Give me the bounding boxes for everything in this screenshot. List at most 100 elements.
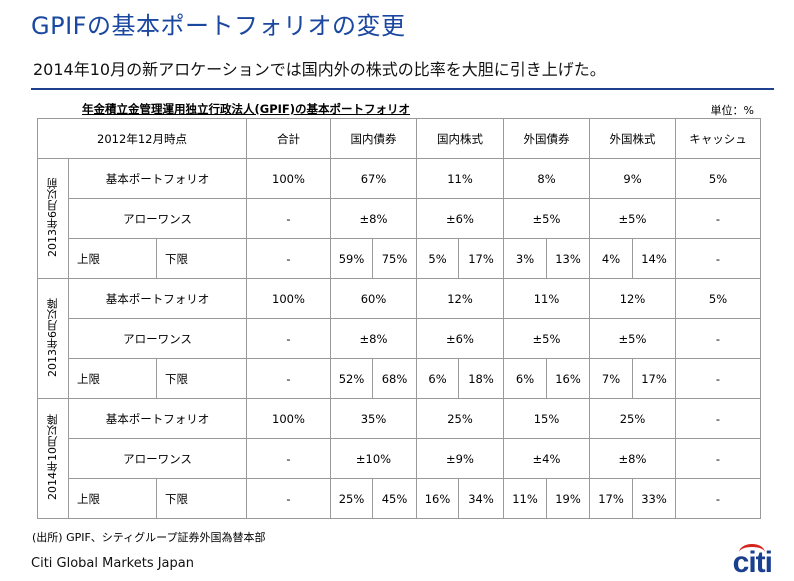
cell-for_bond: 15%	[503, 398, 590, 439]
cell-for_equity: 12%	[589, 278, 676, 319]
row-label-base: 基本ポートフォリオ	[68, 398, 247, 439]
table-row: アローワンス - ±8% ±6% ±5% ±5% -	[38, 198, 761, 239]
header-total: 合計	[246, 118, 331, 159]
cell-for_bond-high: 19%	[546, 478, 590, 519]
table-row: 2013年6月以前 基本ポートフォリオ 100% 67% 11% 8% 9% 5%	[37, 158, 761, 279]
period-label: 2014年10月以降	[46, 414, 59, 500]
cell-dom_bond: ±10%	[330, 438, 417, 479]
cell-total: -	[246, 198, 331, 239]
table-title: 年金積立金管理運用独立行政法人(GPIF)の基本ポートフォリオ	[82, 102, 411, 116]
cell-for_equity: ±8%	[589, 438, 676, 479]
cell-for_bond: 8%	[503, 158, 590, 199]
cell-dom_bond-high: 45%	[372, 478, 417, 519]
cell-for_bond-low: 6%	[503, 358, 547, 399]
header-domestic-equities: 国内株式	[416, 118, 504, 159]
cell-for_equity: 9%	[589, 158, 676, 199]
cell-dom_equity-high: 34%	[458, 478, 504, 519]
cell-for_bond-high: 16%	[546, 358, 590, 399]
cell-dom_bond: 35%	[330, 398, 417, 439]
cell-for_bond-low: 11%	[503, 478, 547, 519]
period-label-cell: 2013年6月以降	[37, 278, 69, 399]
unit-label: 単位：%	[710, 104, 754, 117]
cell-dom_equity: 11%	[416, 158, 504, 199]
header-domestic-bonds: 国内債券	[330, 118, 417, 159]
cell-for_equity-high: 33%	[632, 478, 676, 519]
cell-dom_equity: ±6%	[416, 318, 504, 359]
cell-cash: -	[675, 318, 761, 359]
row-label-lower: 下限	[156, 358, 247, 399]
row-label-upper: 上限	[68, 238, 157, 279]
header-foreign-bonds: 外国債券	[503, 118, 590, 159]
cell-dom_equity: ±6%	[416, 198, 504, 239]
cell-for_bond: 11%	[503, 278, 590, 319]
cell-cash: -	[675, 238, 761, 279]
period-label-cell: 2013年6月以前	[37, 158, 69, 279]
table-row: アローワンス - ±8% ±6% ±5% ±5% -	[38, 318, 761, 359]
table-row: 上限 下限 -52% 68% 6% 18% 6% 16% 7% 17% -	[38, 358, 761, 399]
table-body: 2013年6月以前 基本ポートフォリオ 100% 67% 11% 8% 9% 5% アローワンス…	[37, 158, 761, 519]
cell-cash: 5%	[675, 158, 761, 199]
cell-for_equity-high: 17%	[632, 358, 676, 399]
cell-for_bond: ±4%	[503, 438, 590, 479]
cell-dom_equity-low: 6%	[416, 358, 459, 399]
cell-for_bond-high: 13%	[546, 238, 590, 279]
cell-dom_bond: ±8%	[330, 198, 417, 239]
table-row: アローワンス - ±10% ±9% ±4% ±8% -	[38, 438, 761, 479]
page-subtitle: 2014年10月の新アロケーションでは国内外の株式の比率を大胆に引き上げた。	[33, 60, 606, 79]
cell-dom_equity: ±9%	[416, 438, 504, 479]
row-label-base: 基本ポートフォリオ	[68, 158, 247, 199]
cell-cash: -	[675, 358, 761, 399]
table-row: 2014年10月以降 基本ポートフォリオ 100% 35% 25% 15% 25% -	[37, 398, 761, 519]
table-row: 上限 下限 -25% 45% 16% 34% 11% 19% 17% 33% -	[38, 478, 761, 519]
cell-dom_equity-low: 5%	[416, 238, 459, 279]
header-row: 2012年12月時点 合計 国内債券 国内株式 外国債券 外国株式 キャッシュ	[37, 118, 761, 159]
cell-dom_bond: 67%	[330, 158, 417, 199]
cell-dom_bond-low: 52%	[330, 358, 373, 399]
row-label-lower: 下限	[156, 478, 247, 519]
cell-total: 100%	[246, 278, 331, 319]
portfolio-table: 2012年12月時点 合計 国内債券 国内株式 外国債券 外国株式 キャッシュ …	[37, 118, 761, 519]
period-label: 2013年6月以前	[46, 177, 59, 257]
header-foreign-equities: 外国株式	[589, 118, 676, 159]
table-row: 上限 下限 -59% 75% 5% 17% 3% 13% 4% 14% -	[38, 238, 761, 279]
cell-for_equity: ±5%	[589, 318, 676, 359]
cell-for_equity: ±5%	[589, 198, 676, 239]
cell-total: 100%	[246, 158, 331, 199]
cell-dom_equity-high: 18%	[458, 358, 504, 399]
cell-for_bond: ±5%	[503, 198, 590, 239]
cell-for_equity-low: 7%	[589, 358, 633, 399]
cell-dom_equity-high: 17%	[458, 238, 504, 279]
period-label: 2013年6月以降	[46, 297, 59, 377]
cell-for_equity-low: 17%	[589, 478, 633, 519]
cell-total: -	[246, 238, 331, 279]
row-label-base: 基本ポートフォリオ	[68, 278, 247, 319]
title-divider	[31, 88, 774, 90]
cell-for_bond-low: 3%	[503, 238, 547, 279]
source-note: (出所) GPIF、シティグループ証券外国為替本部	[32, 531, 266, 544]
header-cash: キャッシュ	[675, 118, 761, 159]
cell-for_equity: 25%	[589, 398, 676, 439]
cell-dom_bond-low: 25%	[330, 478, 373, 519]
cell-total: 100%	[246, 398, 331, 439]
cell-total: -	[246, 318, 331, 359]
row-label-allowance: アローワンス	[68, 438, 247, 479]
cell-dom_bond-high: 75%	[372, 238, 417, 279]
cell-cash: 5%	[675, 278, 761, 319]
cell-cash: -	[675, 478, 761, 519]
cell-dom_equity: 12%	[416, 278, 504, 319]
logo-arc-icon	[738, 544, 765, 561]
cell-dom_equity-low: 16%	[416, 478, 459, 519]
cell-for_bond: ±5%	[503, 318, 590, 359]
cell-dom_equity: 25%	[416, 398, 504, 439]
cell-dom_bond-high: 68%	[372, 358, 417, 399]
header-as-of: 2012年12月時点	[37, 118, 247, 159]
cell-total: -	[246, 358, 331, 399]
period-label-cell: 2014年10月以降	[37, 398, 69, 519]
cell-dom_bond: 60%	[330, 278, 417, 319]
table-row: 2013年6月以降 基本ポートフォリオ 100% 60% 12% 11% 12% 5%	[37, 278, 761, 399]
row-label-allowance: アローワンス	[68, 198, 247, 239]
cell-cash: -	[675, 398, 761, 439]
row-label-allowance: アローワンス	[68, 318, 247, 359]
cell-cash: -	[675, 438, 761, 479]
page-title: GPIFの基本ポートフォリオの変更	[31, 12, 406, 40]
